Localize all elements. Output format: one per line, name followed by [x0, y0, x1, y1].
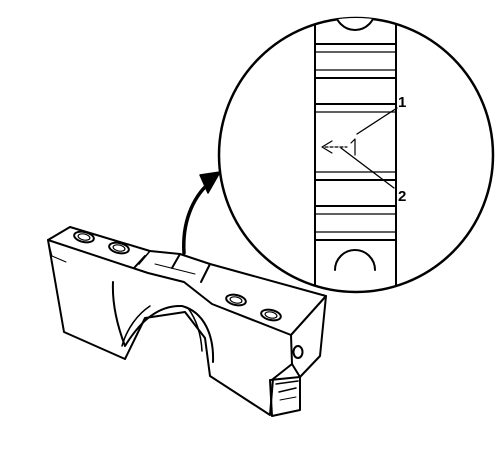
bearing-cap-body	[47, 226, 327, 417]
detail-magnifier	[217, 16, 495, 294]
stamp-marking: <-- 1	[321, 138, 356, 156]
callout-2-label: 2	[398, 188, 406, 205]
leader-lines	[340, 107, 398, 189]
bolt-holes	[73, 230, 304, 359]
detail-arrow	[182, 171, 221, 255]
callout-1-label: 1	[398, 94, 406, 111]
